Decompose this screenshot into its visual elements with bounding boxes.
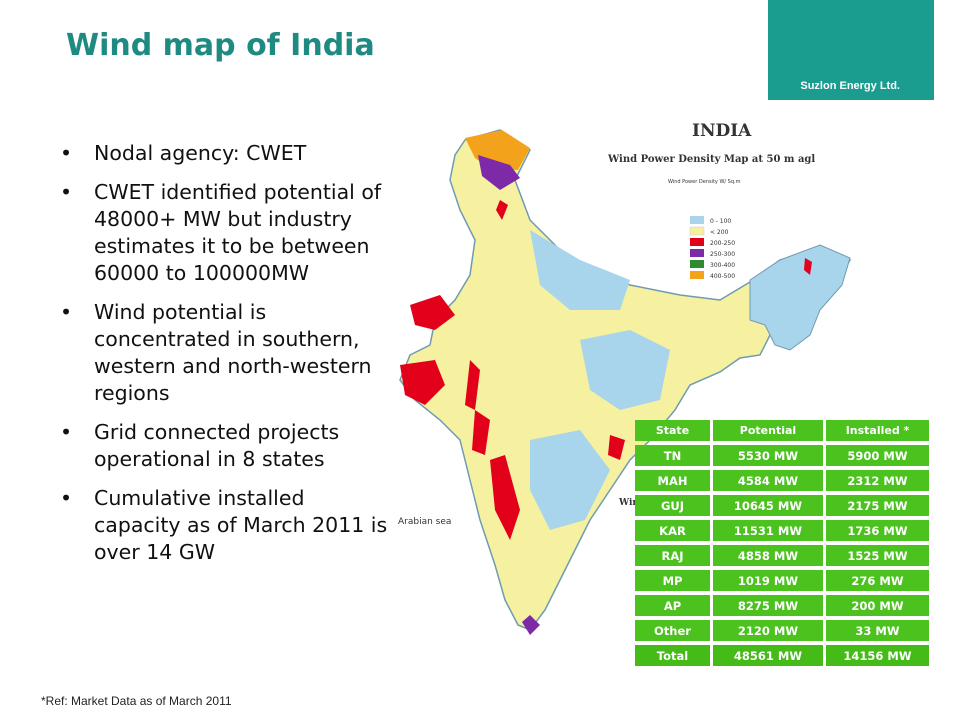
brand-label: Suzlon Energy Ltd. xyxy=(800,80,900,92)
installed-cell: 1736 MW xyxy=(826,520,929,541)
low-density-area xyxy=(530,430,610,530)
total-label-cell: Total xyxy=(635,645,710,666)
legend-label: 250-300 xyxy=(710,251,735,258)
slide-title: Wind map of India xyxy=(66,28,375,63)
potential-cell: 11531 MW xyxy=(713,520,823,541)
wind-map: INDIA Wind Power Density Map at 50 m agl… xyxy=(398,121,852,635)
table-row: MP 1019 MW 276 MW xyxy=(635,570,929,591)
high-density-area xyxy=(478,155,520,190)
legend-swatch xyxy=(689,226,705,236)
potential-cell: 2120 MW xyxy=(713,620,823,641)
table-row: Other 2120 MW 33 MW xyxy=(635,620,929,641)
medium-density-area xyxy=(490,455,520,540)
legend-swatch xyxy=(690,249,704,257)
bullet-item: Cumulative installed capacity as of Marc… xyxy=(58,485,388,566)
column-header: Installed * xyxy=(826,420,929,441)
medium-density-area xyxy=(496,200,508,220)
potential-cell: 4584 MW xyxy=(713,470,823,491)
medium-density-area xyxy=(608,435,625,460)
legend-swatch xyxy=(690,216,704,224)
state-capacity-table: State Potential Installed * TN 5530 MW 5… xyxy=(632,416,932,670)
total-installed-cell: 14156 MW xyxy=(826,645,929,666)
brand-banner: Suzlon Energy Ltd. xyxy=(768,0,934,100)
state-cell: TN xyxy=(635,445,710,466)
installed-cell: 2312 MW xyxy=(826,470,929,491)
map-units-label: Wind Power Density W/ Sq.m xyxy=(668,179,741,185)
medium-density-area xyxy=(400,360,445,405)
legend-label: 200-250 xyxy=(710,240,735,247)
table-header-row: State Potential Installed * xyxy=(635,420,929,441)
installed-cell: 276 MW xyxy=(826,570,929,591)
column-header: State xyxy=(635,420,710,441)
bullet-item: Grid connected projects operational in 8… xyxy=(58,419,388,473)
bullet-item: Nodal agency: CWET xyxy=(58,140,388,167)
table-total-row: Total 48561 MW 14156 MW xyxy=(635,645,929,666)
potential-cell: 10645 MW xyxy=(713,495,823,516)
total-potential-cell: 48561 MW xyxy=(713,645,823,666)
installed-cell: 200 MW xyxy=(826,595,929,616)
state-cell: MAH xyxy=(635,470,710,491)
state-cell: Other xyxy=(635,620,710,641)
potential-cell: 8275 MW xyxy=(713,595,823,616)
column-header: Potential xyxy=(713,420,823,441)
legend-swatch xyxy=(690,238,704,246)
map-subheading: Wind Power Density Map at 50 m agl xyxy=(607,154,815,165)
installed-cell: 2175 MW xyxy=(826,495,929,516)
table-row: KAR 11531 MW 1736 MW xyxy=(635,520,929,541)
potential-cell: 1019 MW xyxy=(713,570,823,591)
medium-density-area xyxy=(465,360,480,410)
map-heading: INDIA xyxy=(692,121,752,141)
table-row: GUJ 10645 MW 2175 MW xyxy=(635,495,929,516)
medium-density-area xyxy=(472,410,490,455)
low-density-area xyxy=(580,330,670,410)
medium-density-area xyxy=(522,615,540,635)
potential-cell: 5530 MW xyxy=(713,445,823,466)
sea-label: Arabian sea xyxy=(398,517,451,527)
installed-cell: 1525 MW xyxy=(826,545,929,566)
bullet-item: Wind potential is concentrated in southe… xyxy=(58,299,388,407)
northeast-region xyxy=(749,244,851,351)
legend-label: 300-400 xyxy=(710,262,735,269)
state-cell: AP xyxy=(635,595,710,616)
bullet-list: Nodal agency: CWET CWET identified poten… xyxy=(58,140,388,578)
installed-cell: 33 MW xyxy=(826,620,929,641)
table-row: TN 5530 MW 5900 MW xyxy=(635,445,929,466)
legend-label: < 200 xyxy=(710,229,729,236)
reference-note: *Ref: Market Data as of March 2011 xyxy=(41,694,232,708)
medium-density-area xyxy=(410,295,455,330)
state-cell: GUJ xyxy=(635,495,710,516)
low-density-area xyxy=(530,230,630,310)
bullet-item: CWET identified potential of 48000+ MW b… xyxy=(58,179,388,287)
table-row: MAH 4584 MW 2312 MW xyxy=(635,470,929,491)
legend-swatch xyxy=(690,271,704,279)
legend-label: 400-500 xyxy=(710,273,735,280)
state-cell: KAR xyxy=(635,520,710,541)
table-row: AP 8275 MW 200 MW xyxy=(635,595,929,616)
state-cell: MP xyxy=(635,570,710,591)
state-cell: RAJ xyxy=(635,545,710,566)
map-legend: 0 - 100 < 200 200-250 250-300 300-400 40… xyxy=(689,216,735,280)
potential-cell: 4858 MW xyxy=(713,545,823,566)
table-row: RAJ 4858 MW 1525 MW xyxy=(635,545,929,566)
installed-cell: 5900 MW xyxy=(826,445,929,466)
medium-density-area xyxy=(804,258,812,275)
legend-swatch xyxy=(690,260,704,268)
legend-label: 0 - 100 xyxy=(710,218,731,225)
